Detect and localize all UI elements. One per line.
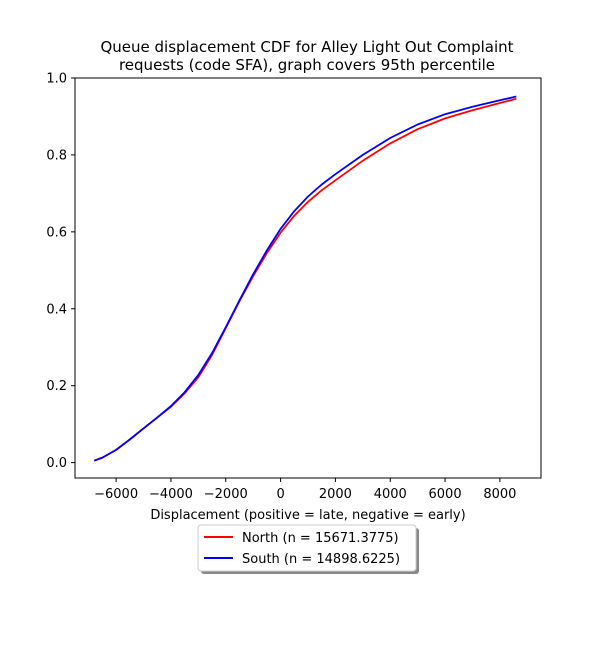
x-tick-label: 6000: [429, 487, 462, 502]
legend-label-north: North (n = 15671.3775): [242, 531, 399, 546]
x-tick-label: −6000: [94, 487, 138, 502]
x-tick-label: −2000: [204, 487, 248, 502]
x-tick-label: 2000: [319, 487, 352, 502]
y-axis-ticks: 0.0 0.2 0.4 0.6 0.8 1.0: [46, 72, 75, 471]
plot-frame: [74, 77, 542, 479]
x-tick-label: 0: [276, 487, 284, 502]
y-tick-label: 0.8: [46, 148, 67, 163]
legend: North (n = 15671.3775) South (n = 14898.…: [197, 524, 419, 574]
x-tick-label: −4000: [149, 487, 193, 502]
y-tick-label: 0.0: [46, 456, 67, 471]
series-lines: [93, 95, 517, 462]
y-tick-label: 0.4: [46, 302, 67, 317]
chart-title-line-1: Queue displacement CDF for Alley Light O…: [100, 38, 513, 56]
y-tick-label: 0.6: [46, 225, 67, 240]
legend-label-south: South (n = 14898.6225): [242, 552, 400, 567]
x-axis-ticks: −6000 −4000 −2000 0 2000 4000 6000 8000: [94, 478, 516, 502]
y-tick-label: 1.0: [46, 72, 67, 87]
x-tick-label: 4000: [374, 487, 407, 502]
y-tick-label: 0.2: [46, 379, 67, 394]
series-line-0: [93, 97, 517, 462]
x-tick-label: 8000: [483, 487, 516, 502]
series-line-1: [93, 95, 517, 462]
legend-box: [197, 524, 417, 572]
x-axis-label: Displacement (positive = late, negative …: [150, 508, 465, 523]
chart-title-line-2: requests (code SFA), graph covers 95th p…: [119, 56, 495, 74]
